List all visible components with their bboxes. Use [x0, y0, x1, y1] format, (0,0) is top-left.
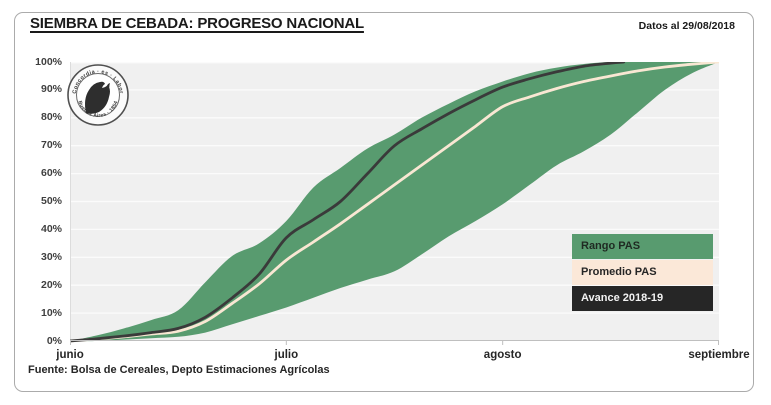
- y-tick-label: 10%: [20, 307, 62, 320]
- page-title: SIEMBRA DE CEBADA: PROGRESO NACIONAL: [30, 15, 364, 32]
- chart-legend: Rango PAS Promedio PAS Avance 2018-19: [572, 234, 713, 312]
- x-tick-label: julio: [236, 348, 336, 362]
- date-note: Datos al 29/08/2018: [639, 20, 735, 32]
- source-note: Fuente: Bolsa de Cereales, Depto Estimac…: [28, 364, 330, 376]
- y-tick-label: 0%: [20, 335, 62, 348]
- x-tick-label: agosto: [453, 348, 553, 362]
- legend-label: Promedio PAS: [581, 266, 657, 278]
- y-tick-label: 50%: [20, 195, 62, 208]
- legend-item-rango-pas: Rango PAS: [572, 234, 713, 259]
- y-tick-label: 100%: [20, 56, 62, 69]
- legend-label: Avance 2018-19: [581, 292, 663, 304]
- y-tick-label: 90%: [20, 83, 62, 96]
- y-tick-label: 40%: [20, 223, 62, 236]
- y-tick-label: 60%: [20, 167, 62, 180]
- legend-item-promedio-pas: Promedio PAS: [572, 260, 713, 285]
- y-tick-label: 70%: [20, 139, 62, 152]
- legend-label: Rango PAS: [581, 240, 640, 252]
- y-tick-label: 80%: [20, 111, 62, 124]
- x-tick-label: junio: [20, 348, 120, 362]
- y-tick-label: 30%: [20, 251, 62, 264]
- y-tick-label: 20%: [20, 279, 62, 292]
- x-tick-label: septiembre: [669, 348, 769, 362]
- bolsa-de-cereales-logo-seal: Concordia · es · Labor Buenos Aires · 18…: [66, 62, 130, 128]
- legend-item-avance-2018-19: Avance 2018-19: [572, 286, 713, 311]
